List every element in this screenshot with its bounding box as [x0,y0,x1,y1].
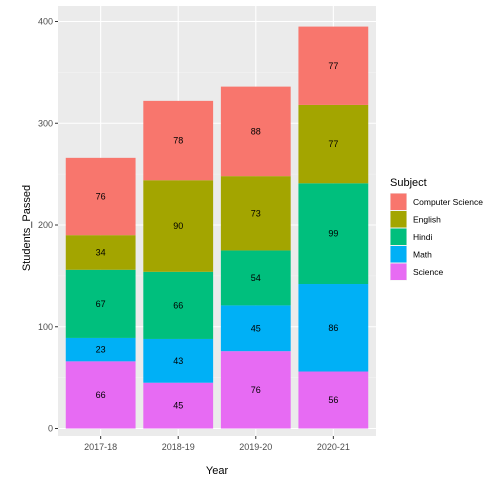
bars [65,26,369,429]
bar-segment [220,305,291,352]
x-axis-title: Year [206,465,229,477]
legend-key [390,228,407,245]
bar-segment [298,284,369,372]
bar-segment [65,157,136,236]
legend-label: Computer Science [413,197,483,207]
x-tick-label: 2018-19 [162,442,195,452]
y-tick-label: 300 [38,118,53,128]
bar-segment [65,361,136,429]
data-label: 67 [96,299,106,309]
bar-labels: 66 23 67 34 76 45 43 66 90 78 76 45 54 73 88 56 86 99 77 77 [96,61,339,411]
data-label: 76 [251,385,261,395]
bar-segment [65,269,136,338]
bar-segment [220,250,291,306]
data-label: 66 [96,390,106,400]
bar-segment [298,26,369,105]
data-label: 23 [96,345,106,355]
data-label: 43 [173,356,183,366]
data-label: 66 [173,300,183,310]
y-tick-label: 400 [38,17,53,27]
data-label: 45 [173,401,183,411]
legend-label: Science [413,267,444,277]
x-axis: 2017-18 2018-19 2019-20 2020-21 [84,436,350,452]
x-tick-label: 2019-20 [239,442,272,452]
y-tick-label: 100 [38,322,53,332]
data-label: 99 [328,229,338,239]
legend-key [390,211,407,228]
y-tick-label: 200 [38,220,53,230]
data-label: 88 [251,126,261,136]
legend-label: Hindi [413,232,432,242]
legend-title: Subject [390,177,427,189]
x-tick-label: 2020-21 [317,442,350,452]
bar-segment [65,337,136,362]
bar-segment [143,271,214,339]
bar-segment [143,100,214,181]
bar-segment [298,104,369,184]
data-label: 86 [328,323,338,333]
data-label: 78 [173,136,183,146]
data-label: 77 [328,61,338,71]
y-axis-title: Students_Passed [21,185,33,271]
legend-key [390,193,407,210]
bar-segment [143,382,214,429]
data-label: 90 [173,221,183,231]
x-tick-label: 2017-18 [84,442,117,452]
bar-segment [220,176,291,251]
data-label: 56 [328,395,338,405]
legend: Subject Computer Science English Hindi Math… [390,177,483,281]
data-label: 73 [251,208,261,218]
bar-segment [143,338,214,383]
bar-segment [220,86,291,177]
data-label: 77 [328,139,338,149]
legend-key [390,263,407,280]
bar-segment [220,351,291,429]
data-label: 76 [96,192,106,202]
bar-segment [298,183,369,285]
data-label: 54 [251,273,261,283]
y-axis: 0 100 200 300 400 [38,17,58,434]
bar-segment [65,235,136,270]
bar-segment [298,371,369,429]
legend-label: English [413,214,441,224]
bar-segment [143,180,214,272]
legend-label: Math [413,249,432,259]
legend-key [390,246,407,263]
y-tick-label: 0 [48,424,53,434]
data-label: 34 [96,247,106,257]
data-label: 45 [251,323,261,333]
